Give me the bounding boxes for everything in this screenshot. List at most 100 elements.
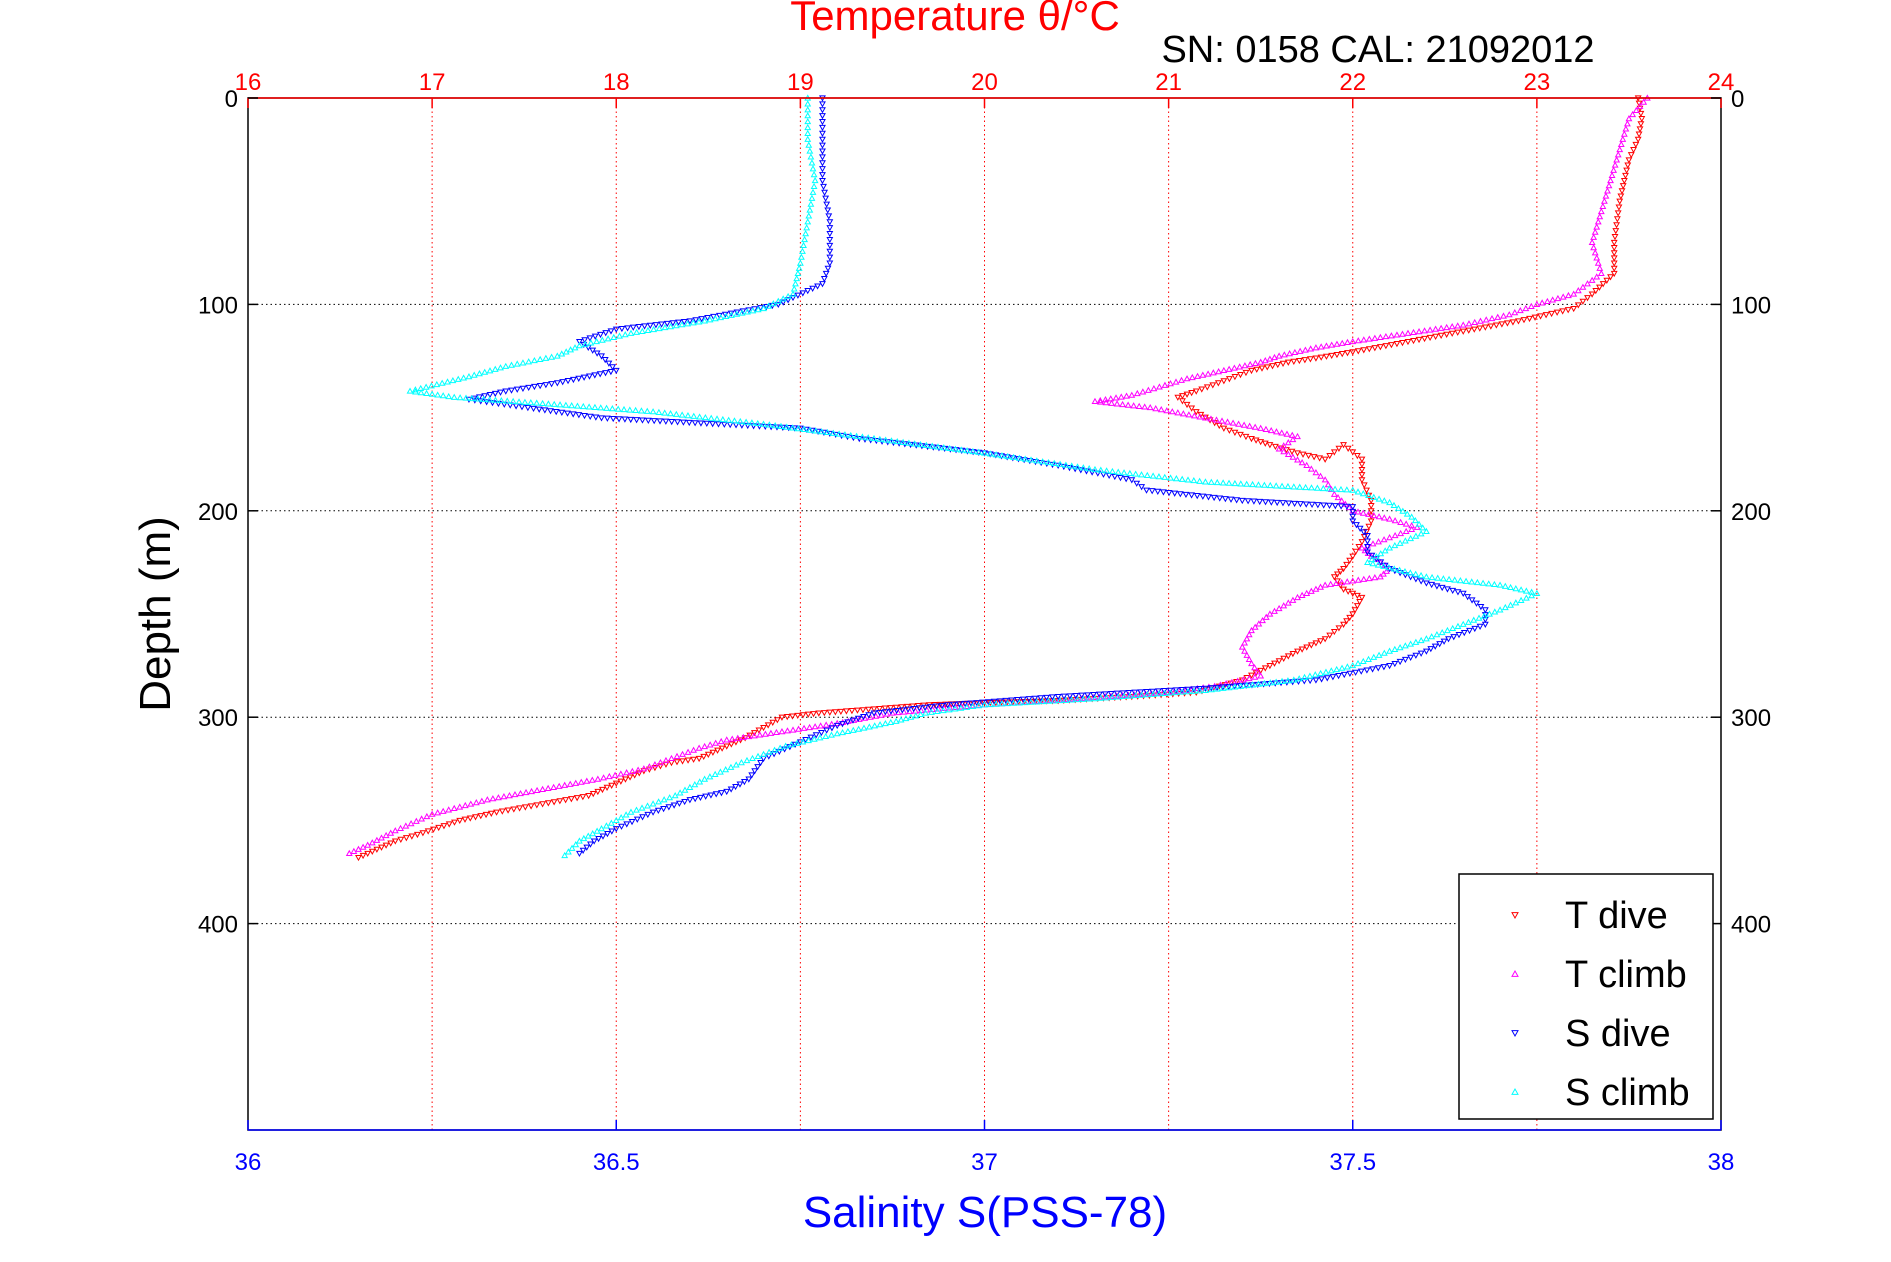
point-s-dive-90 [586,373,593,380]
point-s-dive-61 [658,321,666,328]
point-s-climb-10 [807,153,815,160]
point-s-climb-440 [897,716,905,723]
point-t-climb-405 [434,809,442,816]
point-t-climb-271 [1188,685,1196,692]
point-s-climb-40 [760,304,767,312]
point-s-climb-448 [855,725,863,732]
point-t-climb-119 [1150,384,1158,392]
point-s-dive-268 [1349,513,1357,520]
top-tick-label-17: 17 [419,69,446,96]
point-s-climb-415 [1039,697,1047,705]
point-s-climb-28 [796,259,804,266]
point-t-climb-123 [1128,391,1136,398]
point-s-dive-374 [1084,692,1092,699]
point-t-dive-159 [1363,487,1371,494]
point-s-climb-134 [574,402,581,409]
point-s-climb-364 [1333,665,1341,673]
point-s-dive-316 [1417,650,1425,657]
point-s-climb-106 [412,388,420,395]
series-t-climb [345,94,1651,857]
point-s-climb-98 [444,378,451,385]
point-t-climb-341 [789,726,797,733]
point-s-climb-393 [1167,689,1175,696]
point-s-dive-321 [1391,660,1399,668]
point-s-climb-316 [1479,579,1487,586]
point-t-climb-262 [1239,676,1247,683]
point-s-climb-428 [963,703,971,710]
point-t-dive-53 [1515,318,1522,325]
point-t-dive-355 [477,813,485,820]
point-t-climb-198 [1397,518,1405,525]
point-s-climb-55 [678,321,686,328]
point-t-climb-6 [1623,120,1631,127]
point-t-climb-71 [1404,329,1412,336]
point-s-climb-402 [1114,693,1122,700]
point-s-dive-333 [1323,675,1331,682]
point-s-dive-334 [1318,676,1326,683]
point-s-dive-398 [944,702,952,709]
point-s-climb-48 [717,313,725,321]
point-s-climb-299 [1385,564,1393,571]
point-t-dive-103 [1242,369,1250,377]
point-s-dive-155 [715,421,722,428]
point-s-dive-248 [1244,498,1252,505]
point-s-climb-321 [1507,583,1515,591]
point-s-dive-289 [1428,581,1436,589]
point-t-dive-208 [1266,663,1274,670]
point-t-dive-162 [1367,503,1375,510]
point-t-climb-369 [634,766,642,773]
point-s-dive-397 [950,701,957,709]
point-s-climb-472 [722,766,730,773]
point-s-climb-242 [1202,478,1209,485]
point-t-dive-309 [718,745,726,752]
point-t-climb-162 [1267,426,1275,434]
point-s-climb-172 [794,425,802,432]
point-t-climb-89 [1307,345,1315,352]
point-s-climb-200 [957,446,965,453]
point-t-climb-126 [1112,394,1120,401]
point-t-climb-157 [1240,421,1248,428]
point-t-dive-288 [820,710,828,717]
point-t-climb-383 [555,782,563,789]
right-tick-label-200: 200 [1731,499,1771,526]
point-s-climb-147 [649,408,657,415]
point-s-dive-261 [1320,502,1328,509]
point-t-dive-331 [608,782,616,789]
point-t-dive-118 [1183,401,1191,409]
point-t-climb-404 [439,807,447,814]
point-s-dive-255 [1285,500,1293,507]
point-s-dive-402 [921,704,929,711]
point-t-dive-91 [1306,356,1314,363]
point-s-dive-41 [774,301,782,309]
point-s-dive-277 [1368,552,1376,560]
point-s-dive-71 [602,330,610,337]
point-s-dive-393 [973,700,981,707]
point-t-climb-226 [1349,577,1357,584]
point-s-climb-192 [911,440,919,447]
point-t-dive-307 [727,741,735,748]
top-tick-label-19: 19 [787,69,814,96]
top-tick-label-23: 23 [1524,69,1551,96]
point-s-dive-295 [1459,590,1467,597]
chart-subtitle: SN: 0158 CAL: 21092012 [1161,29,1594,71]
point-t-climb-88 [1312,344,1320,351]
point-s-climb-345 [1433,631,1441,638]
point-s-climb-368 [1311,671,1319,678]
point-s-climb-471 [727,763,735,770]
point-t-climb-385 [544,784,552,791]
point-t-dive-365 [424,828,432,835]
legend: T dive T climb S dive S climb [1458,873,1714,1120]
point-t-climb-139 [1141,403,1149,410]
top-tick-label-16: 16 [235,69,262,96]
point-s-dive-357 [1184,686,1192,693]
point-s-climb-53 [689,319,697,326]
point-t-climb-384 [550,783,558,790]
point-s-climb-486 [649,800,657,807]
point-s-climb-91 [481,368,489,375]
point-t-dive-79 [1371,345,1379,352]
point-t-dive-377 [364,850,372,858]
point-s-dive-449 [686,797,694,804]
point-s-dive-400 [932,703,940,710]
point-t-dive-204 [1284,653,1292,660]
point-s-climb-50 [706,316,714,323]
